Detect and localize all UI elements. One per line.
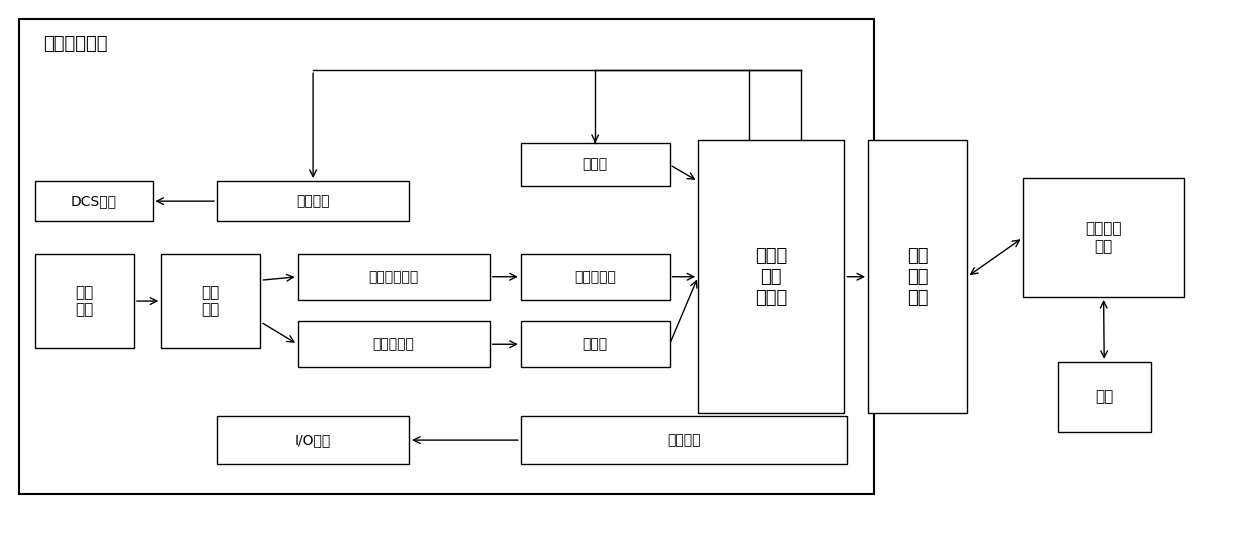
Bar [521,254,670,300]
Bar [1058,362,1151,432]
Bar [217,181,409,221]
Text: 数据
网络
接口: 数据 网络 接口 [906,247,929,307]
Text: 视频解码器: 视频解码器 [574,270,616,284]
Bar [161,254,260,348]
Bar [521,143,670,186]
Bar [19,19,874,494]
Bar [35,181,153,221]
Bar [521,321,670,367]
Text: 云端: 云端 [1095,389,1114,404]
Text: 分光
组件: 分光 组件 [202,285,219,317]
Bar [298,254,490,300]
Text: 火焰检测单元: 火焰检测单元 [43,35,108,53]
Text: 镜头
组件: 镜头 组件 [76,285,93,317]
Text: DCS系统: DCS系统 [71,194,117,208]
Text: 嵌入式
数据
处理器: 嵌入式 数据 处理器 [755,247,787,307]
Text: 输出接口: 输出接口 [296,194,330,208]
Text: 红外采集器: 红外采集器 [373,338,414,351]
Text: 可见光采集器: 可见光采集器 [368,270,419,284]
Bar [868,140,967,413]
Bar [698,140,844,413]
Bar [298,321,490,367]
Text: I/O接口: I/O接口 [295,433,331,447]
Bar [1023,178,1184,297]
Bar [521,416,847,464]
Text: 采样器: 采样器 [583,338,608,351]
Bar [217,416,409,464]
Text: 电源单元: 电源单元 [667,433,701,447]
Bar [35,254,134,348]
Text: 存储器: 存储器 [583,158,608,172]
Text: 数据处理
中心: 数据处理 中心 [1085,221,1122,254]
